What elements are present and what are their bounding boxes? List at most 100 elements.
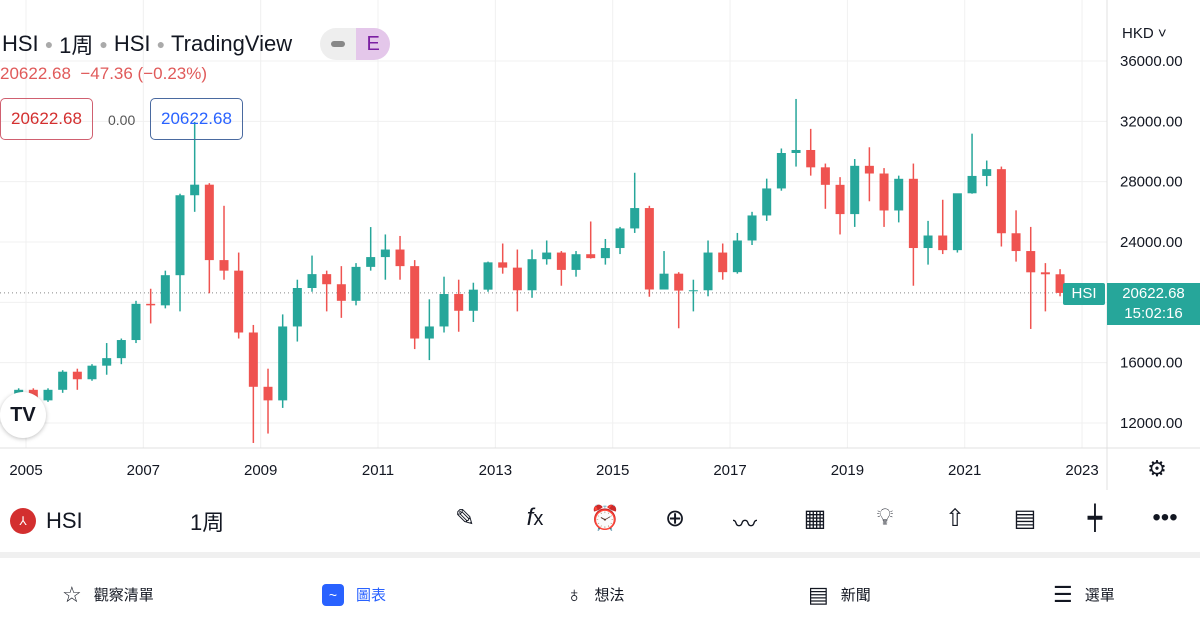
price-change: 20622.68 −47.36 (−0.23%) — [0, 64, 208, 83]
symbol-button[interactable]: ⅄ HSI — [10, 508, 83, 534]
candle — [982, 160, 992, 187]
legend-exchange: HSI — [113, 31, 151, 56]
candle — [336, 266, 346, 318]
nav-ideas[interactable]: ♁ 想法 — [566, 581, 625, 607]
x-tick-label: 2007 — [127, 462, 160, 479]
x-tick-label: 2005 — [9, 462, 42, 479]
candle — [762, 178, 772, 221]
add-icon[interactable]: ⊕ — [664, 504, 686, 532]
candle — [1011, 210, 1021, 262]
y-tick-label: 16000.00 — [1120, 355, 1183, 372]
candle — [923, 220, 933, 265]
symbol-logo-icon: ⅄ — [10, 508, 36, 534]
candle — [776, 148, 786, 191]
buy-button[interactable]: 20622.68 — [150, 98, 243, 140]
layouts-icon[interactable]: ▦ — [803, 504, 827, 532]
nav-menu[interactable]: ☰ 選單 — [1053, 581, 1115, 607]
x-tick-label: 2019 — [831, 462, 864, 479]
x-tick-label: 2023 — [1065, 462, 1098, 479]
nav-watchlist[interactable]: ☆ 觀察清單 — [62, 581, 154, 607]
candle — [468, 282, 478, 322]
x-tick-label: 2021 — [948, 462, 981, 479]
candle — [967, 133, 977, 194]
candle — [160, 270, 170, 309]
candle — [512, 249, 522, 312]
candle — [498, 243, 508, 274]
date-range-icon[interactable]: ▤ — [1013, 504, 1037, 532]
candle — [102, 343, 112, 375]
candle — [850, 159, 860, 227]
chart-legend: HSI ● 1周 ● HSI ● TradingView E — [2, 28, 391, 60]
news-icon: ▤ — [808, 581, 829, 607]
candle — [1055, 269, 1065, 297]
legend-source: TradingView — [171, 31, 293, 56]
candle — [483, 261, 493, 292]
price-chart[interactable]: 36000.00 32000.00 28000.00 24000.00 16000.00… — [0, 0, 1200, 490]
y-tick-label: 24000.00 — [1120, 234, 1183, 251]
candle — [732, 232, 742, 274]
interval-button[interactable]: 1周 — [190, 510, 225, 535]
candle — [322, 270, 332, 312]
candle — [586, 221, 596, 259]
candle — [864, 147, 874, 202]
currency-selector[interactable]: HKD ˅ — [1122, 25, 1167, 42]
x-tick-label: 2009 — [244, 462, 277, 479]
candle — [644, 205, 654, 297]
settings-icon[interactable]: ⚙ — [1147, 456, 1167, 481]
bulb-icon: ♁ — [566, 581, 583, 607]
candle — [307, 255, 317, 292]
candle — [615, 226, 625, 255]
alert-icon[interactable]: ⏰ — [590, 504, 620, 532]
candle — [146, 288, 156, 324]
share-icon[interactable]: ⇧ — [944, 504, 966, 532]
candle — [410, 260, 420, 350]
candle — [835, 177, 845, 235]
tradingview-logo[interactable]: TV — [0, 392, 46, 438]
candle — [58, 370, 68, 393]
candle — [439, 276, 449, 333]
x-tick-label: 2017 — [713, 462, 746, 479]
candle — [219, 205, 229, 280]
candle — [190, 121, 200, 212]
candle — [1040, 263, 1050, 312]
candle — [879, 168, 889, 227]
candle — [395, 235, 405, 280]
collapse-icon[interactable] — [320, 28, 357, 60]
bottom-nav: ☆ 觀察清單 ~ 圖表 ♁ 想法 ▤ 新聞 ☰ 選單 — [0, 560, 1200, 629]
current-price-label: 20622.68 15:02:16 — [1107, 283, 1200, 325]
chart-icon: ~ — [322, 583, 344, 606]
candle — [527, 249, 537, 298]
chart-type-icon[interactable]: ┿ — [1087, 504, 1103, 532]
draw-icon[interactable]: ✎ — [454, 504, 476, 532]
candle — [204, 183, 214, 294]
candle — [747, 211, 757, 246]
indicators-icon[interactable]: fx — [526, 503, 544, 531]
candle — [600, 238, 610, 265]
sell-button[interactable]: 20622.68 — [0, 98, 93, 140]
candle — [791, 98, 801, 167]
more-icon[interactable]: ••• — [1152, 503, 1178, 531]
candle — [556, 251, 566, 286]
candle — [175, 193, 185, 312]
candle — [806, 128, 816, 176]
candle — [351, 263, 361, 306]
candle — [542, 240, 552, 265]
legend-toggle[interactable]: E — [320, 28, 391, 60]
candle — [263, 368, 273, 434]
candle — [116, 338, 126, 365]
compare-icon[interactable]: 〰 — [733, 510, 757, 538]
nav-chart[interactable]: ~ 圖表 — [322, 583, 386, 606]
candle — [894, 175, 904, 223]
candle — [938, 199, 948, 255]
nav-news[interactable]: ▤ 新聞 — [808, 581, 871, 607]
candle — [674, 272, 684, 329]
candle — [278, 314, 288, 408]
candle — [43, 388, 53, 402]
candle — [424, 299, 434, 361]
exchange-badge[interactable]: E — [356, 28, 391, 60]
y-tick-label: 36000.00 — [1120, 53, 1183, 70]
candle — [380, 234, 390, 280]
candle — [820, 163, 830, 209]
ideas-icon[interactable]: 💡︎ — [876, 503, 894, 531]
y-tick-label: 12000.00 — [1120, 415, 1183, 432]
